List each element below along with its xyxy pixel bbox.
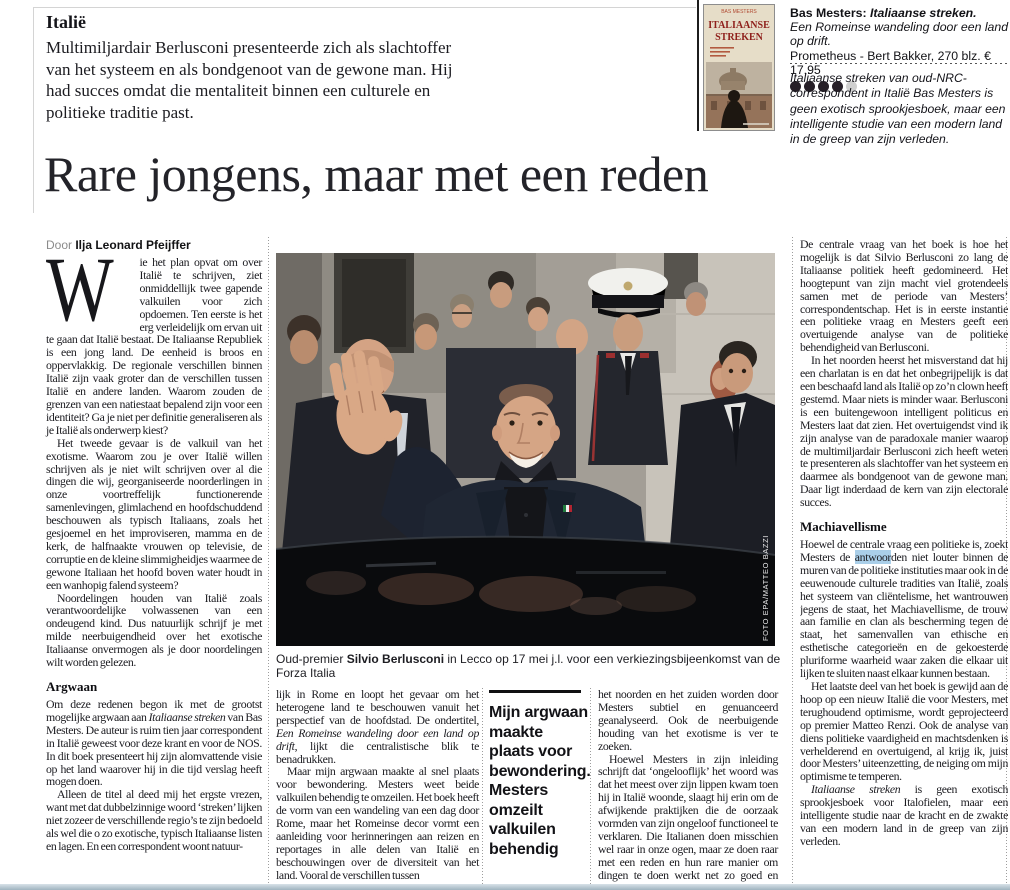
- article-paragraph: Alleen de titel al deed mij het ergste v…: [46, 787, 262, 853]
- column-rule: [590, 688, 591, 885]
- photo-caption: Oud-premier Silvio Berlusconi in Lecco o…: [276, 652, 781, 680]
- column-rule: [482, 688, 483, 885]
- cover-title-line2: STREKEN: [715, 32, 764, 43]
- book-box-divider: [790, 63, 1008, 64]
- article-paragraph: Hoewel de centrale vraag een politieke i…: [800, 537, 1008, 681]
- kicker-block: Italië Multimiljardair Berlusconi presen…: [46, 12, 464, 123]
- rating-dot: [832, 81, 843, 93]
- article-column-2: lijk in Rome en loopt het gevaar om het …: [276, 688, 479, 886]
- bottom-edge-bar: [0, 884, 1010, 890]
- article-paragraph: lijk in Rome en loopt het gevaar om het …: [276, 687, 479, 766]
- book-review-meta: Bas Mesters: Italiaanse streken. Een Rom…: [790, 6, 1010, 93]
- rating-dot: [818, 81, 829, 93]
- article-column-3: het noorden en het zuiden worden door Me…: [598, 687, 778, 890]
- article-paragraph: De centrale vraag van het boek is hoe he…: [800, 238, 1008, 355]
- cover-title-line1: ITALIAANSE: [708, 20, 770, 31]
- pull-quote-bar: [489, 690, 581, 693]
- article-paragraph: Maar mijn argwaan maakte al snel plaats …: [276, 764, 479, 882]
- book-cover-image: BAS MESTERS ITALIAANSE STREKEN: [703, 4, 775, 131]
- book-box-rule: [697, 0, 699, 131]
- book-publisher: Prometheus - Bert Bakker, 270 blz. € 17,…: [790, 48, 991, 77]
- kicker-intro: Multimiljardair Berlusconi presenteerde …: [46, 38, 453, 122]
- page-edge-rule-top: [33, 7, 696, 8]
- article-paragraph: Noordelingen houden van Italië zoals ver…: [46, 590, 262, 670]
- article-paragraph: Het tweede gevaar is de valkuil van het …: [46, 435, 262, 592]
- column-rule: [792, 237, 793, 885]
- pull-quote-text: Mijn argwaan maakte plaats voor bewonder…: [489, 704, 591, 858]
- book-subtitle: Een Romeinse wandeling door een land op …: [790, 20, 1009, 49]
- article-paragraph: In het noorden heerst het misverstand da…: [800, 353, 1008, 510]
- rating-dot: [790, 81, 801, 93]
- book-title-line: Bas Mesters: Italiaanse streken.: [790, 6, 1010, 20]
- cover-author-text: BAS MESTERS: [721, 9, 757, 15]
- article-paragraph: Hoewel Mesters in zijn inleiding schrijf…: [598, 751, 778, 890]
- article-paragraph: Italiaanse streken is geen exotisch spro…: [800, 782, 1008, 848]
- article-paragraph: Om deze redenen begon ik met de grootst …: [46, 697, 262, 789]
- rating-dot: [846, 81, 857, 93]
- byline-author: Ilja Leonard Pfeijffer: [75, 238, 191, 252]
- kicker-label: Italië: [46, 12, 86, 32]
- article-headline: Rare jongens, maar met een reden: [44, 146, 709, 202]
- rating-dot: [804, 81, 815, 93]
- article-paragraph: Het laatste deel van het boek is gewijd …: [800, 679, 1008, 784]
- book-title: Italiaanse streken.: [869, 6, 977, 20]
- book-author: Bas Mesters:: [790, 6, 870, 20]
- photo-credit: FOTO EPA/MATTEO BAZZI: [761, 535, 770, 641]
- column-rule: [268, 237, 269, 885]
- article-subhead: Machiavellisme: [800, 519, 887, 535]
- article-subhead: Argwaan: [46, 679, 98, 694]
- article-column-4: De centrale vraag van het boek is hoe he…: [800, 238, 1008, 886]
- page-edge-rule-left: [33, 7, 34, 213]
- article-photo: FOTO EPA/MATTEO BAZZI: [276, 253, 775, 646]
- book-summary: Italiaanse streken van oud-NRC-correspon…: [790, 71, 1006, 147]
- pull-quote: Mijn argwaan maakte plaats voor bewonder…: [489, 690, 592, 859]
- byline: Door Ilja Leonard Pfeijffer: [46, 238, 191, 252]
- article-paragraph: het noorden en het zuiden worden door Me…: [598, 687, 778, 753]
- column-rule: [1006, 237, 1007, 885]
- drop-cap: W: [46, 238, 114, 340]
- byline-prefix: Door: [46, 238, 76, 252]
- rating-dots: [790, 81, 1010, 93]
